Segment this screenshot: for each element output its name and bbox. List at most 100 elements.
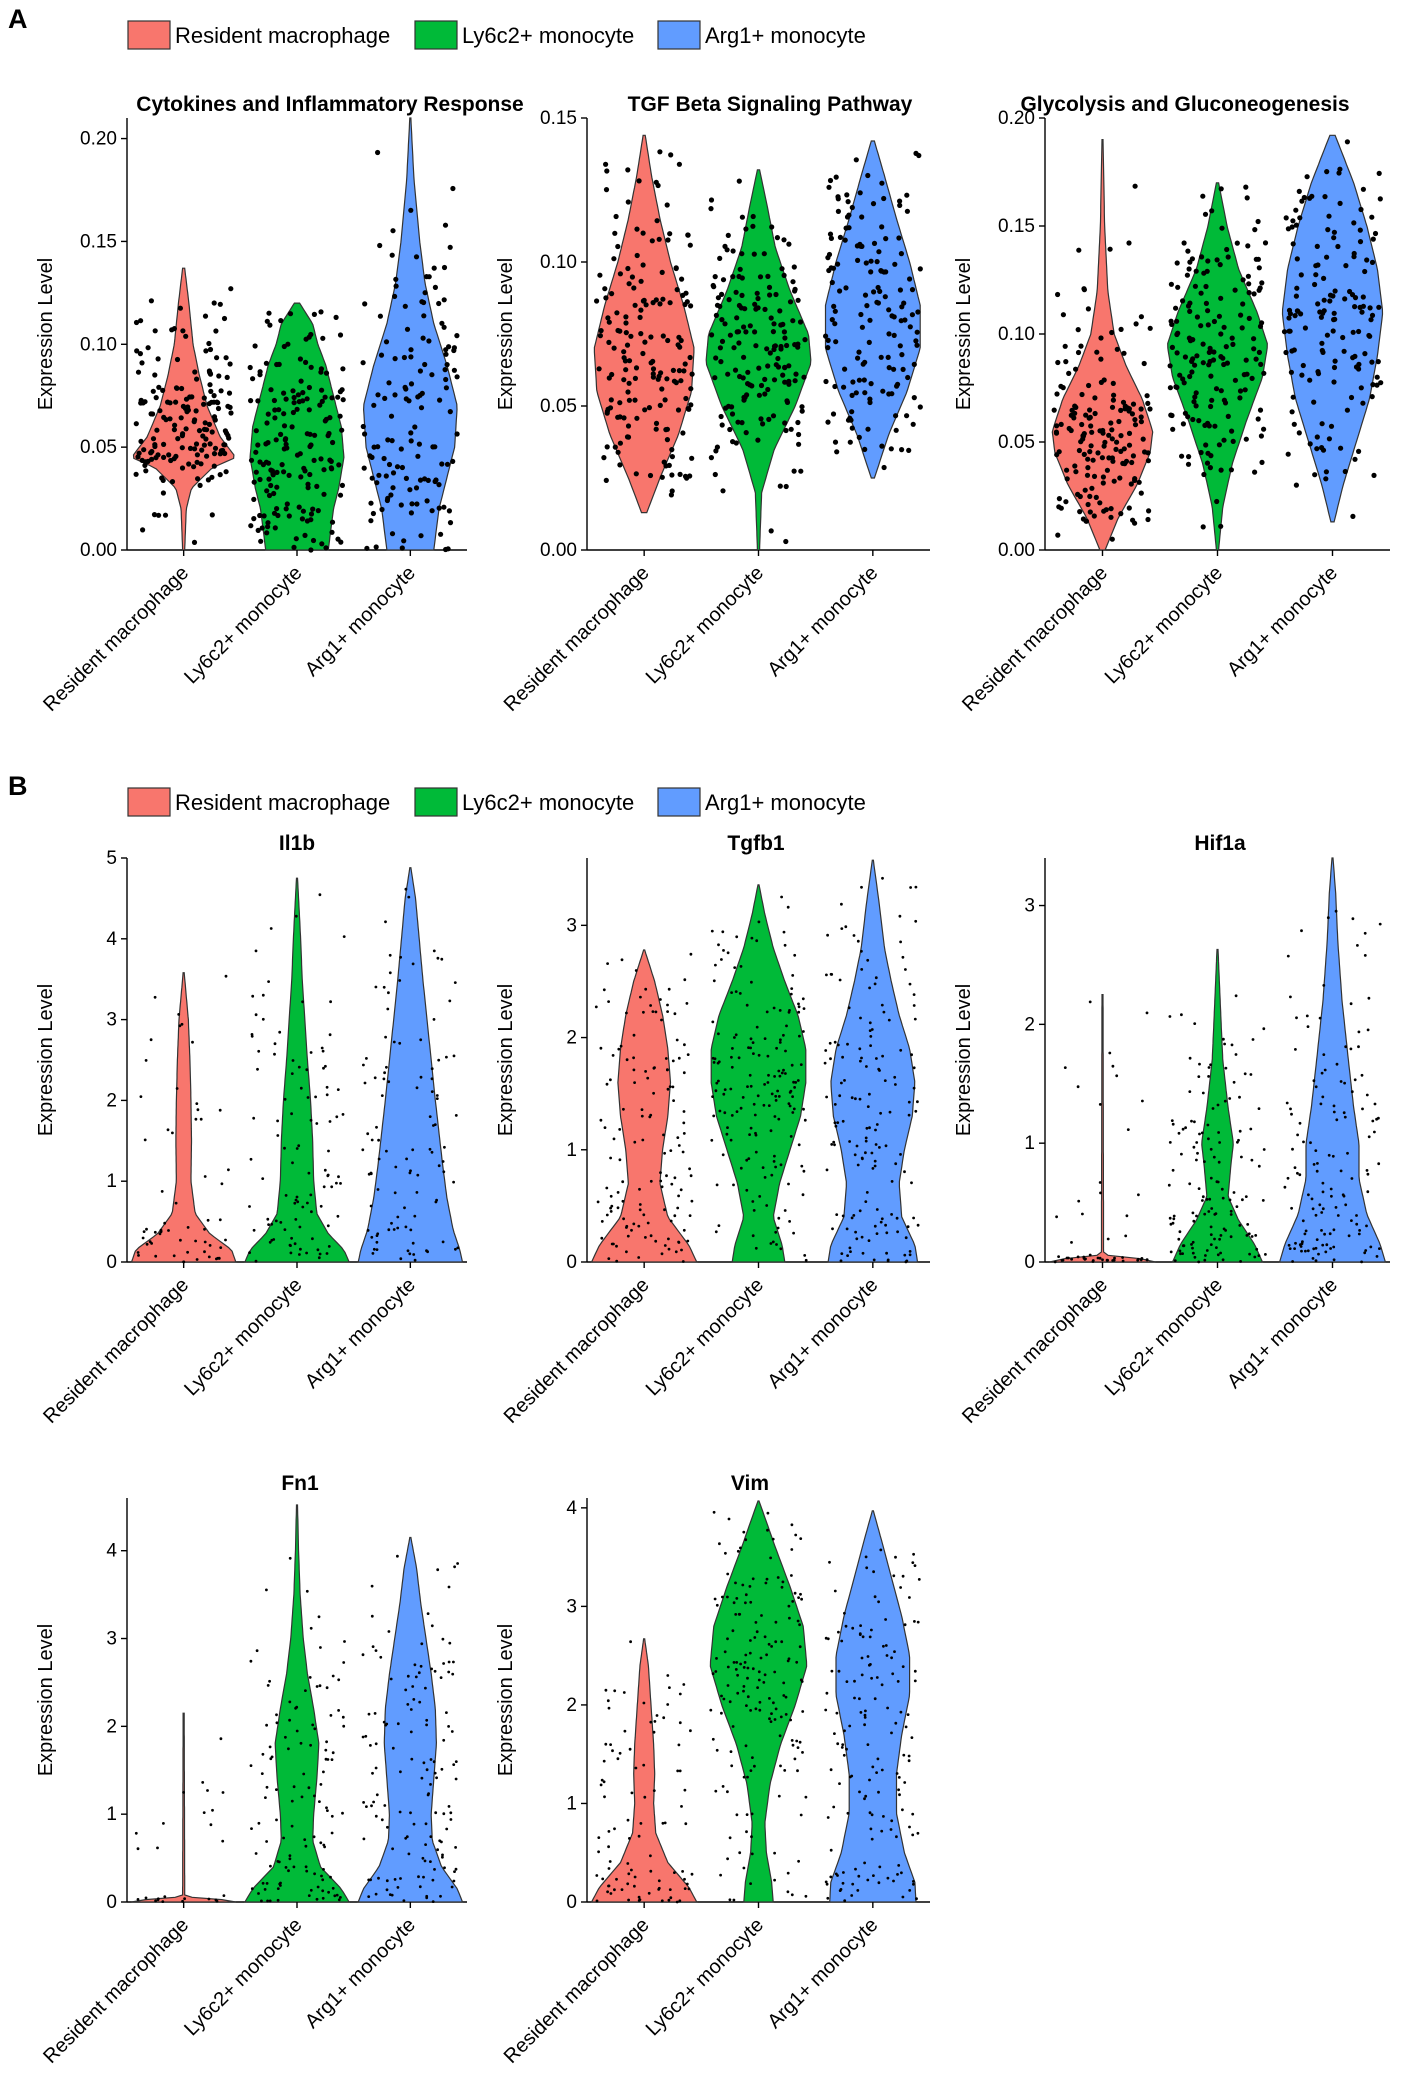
data-point bbox=[1075, 491, 1081, 497]
data-point bbox=[1321, 1181, 1325, 1185]
data-point bbox=[367, 1895, 371, 1898]
data-point bbox=[1210, 1207, 1214, 1210]
chart-title: Hif1a bbox=[1194, 832, 1246, 855]
data-point bbox=[1203, 283, 1209, 290]
data-point bbox=[720, 1711, 723, 1715]
data-point bbox=[1085, 501, 1091, 508]
data-point bbox=[789, 1718, 792, 1722]
data-point bbox=[1145, 458, 1151, 464]
data-point bbox=[450, 1885, 454, 1889]
data-point bbox=[163, 417, 169, 423]
data-point bbox=[336, 1088, 340, 1091]
data-point bbox=[1328, 1232, 1332, 1236]
data-point bbox=[1220, 1187, 1224, 1191]
data-point bbox=[637, 1834, 641, 1838]
data-point bbox=[667, 300, 673, 306]
data-point bbox=[303, 336, 309, 342]
data-point bbox=[838, 1782, 841, 1785]
data-point bbox=[646, 1221, 650, 1225]
data-point bbox=[206, 421, 212, 427]
data-point bbox=[612, 444, 618, 450]
data-point bbox=[1083, 412, 1089, 418]
data-point bbox=[1261, 370, 1267, 376]
data-point bbox=[385, 1888, 389, 1892]
data-point bbox=[852, 1214, 856, 1217]
data-point bbox=[1056, 496, 1062, 502]
data-point bbox=[1302, 325, 1308, 331]
data-point bbox=[379, 1655, 383, 1659]
x-tick-label: Ly6c2+ monocyte bbox=[180, 1914, 306, 2040]
x-tick-label: Arg1+ monocyte bbox=[763, 1914, 882, 2033]
data-point bbox=[263, 360, 269, 366]
data-point bbox=[774, 235, 781, 241]
data-point bbox=[718, 1109, 722, 1113]
data-point bbox=[1324, 169, 1330, 175]
data-point bbox=[433, 1669, 437, 1673]
data-point bbox=[288, 1700, 292, 1704]
data-point bbox=[858, 1209, 862, 1213]
data-point bbox=[901, 1895, 905, 1899]
data-point bbox=[451, 1672, 455, 1676]
data-point bbox=[777, 1069, 781, 1073]
violin-ly6c2-monocyte bbox=[249, 302, 345, 551]
data-point bbox=[1373, 1102, 1377, 1106]
data-point bbox=[853, 1153, 857, 1157]
data-point bbox=[605, 1082, 609, 1086]
data-point bbox=[1228, 467, 1234, 473]
data-point bbox=[728, 1836, 732, 1840]
data-point bbox=[642, 339, 648, 345]
data-point bbox=[799, 408, 805, 414]
data-point bbox=[1243, 436, 1249, 442]
data-point bbox=[603, 161, 609, 167]
data-point bbox=[1089, 429, 1095, 435]
data-point bbox=[1137, 1193, 1140, 1197]
data-point bbox=[321, 491, 327, 497]
data-point bbox=[612, 1137, 616, 1141]
data-point bbox=[1321, 1243, 1325, 1247]
data-point bbox=[1312, 1079, 1316, 1083]
data-point bbox=[421, 299, 427, 306]
data-point bbox=[1207, 465, 1213, 471]
data-point bbox=[1098, 356, 1104, 362]
data-point bbox=[421, 313, 427, 319]
data-point bbox=[250, 1034, 254, 1038]
data-point bbox=[339, 1896, 342, 1899]
data-point bbox=[778, 343, 784, 350]
data-point bbox=[327, 1245, 331, 1248]
data-point bbox=[1223, 1099, 1227, 1103]
data-point bbox=[443, 351, 449, 357]
data-point bbox=[795, 419, 801, 426]
data-point bbox=[896, 1680, 900, 1683]
data-point bbox=[374, 1766, 378, 1770]
data-point bbox=[1075, 349, 1082, 356]
data-point bbox=[1060, 312, 1066, 318]
data-point bbox=[669, 447, 675, 453]
data-point bbox=[1245, 273, 1251, 279]
data-point bbox=[859, 214, 865, 220]
data-point bbox=[1204, 1254, 1207, 1257]
data-point bbox=[683, 1043, 686, 1047]
data-point bbox=[278, 1030, 282, 1034]
data-point bbox=[1208, 1197, 1212, 1201]
data-point bbox=[291, 400, 297, 406]
data-point bbox=[868, 1021, 872, 1025]
data-point bbox=[1180, 1152, 1183, 1156]
data-point bbox=[787, 1102, 791, 1105]
data-point bbox=[337, 1175, 340, 1179]
data-point bbox=[866, 1655, 870, 1658]
data-point bbox=[1088, 1000, 1092, 1004]
data-point bbox=[317, 402, 323, 408]
data-point bbox=[711, 1672, 715, 1676]
data-point bbox=[755, 295, 761, 302]
data-point bbox=[782, 930, 786, 934]
data-point bbox=[296, 504, 302, 510]
data-point bbox=[1082, 1255, 1086, 1259]
data-point bbox=[297, 1065, 301, 1069]
data-point bbox=[211, 393, 217, 399]
data-point bbox=[849, 425, 855, 431]
data-point bbox=[721, 1595, 724, 1599]
data-point bbox=[844, 1624, 848, 1628]
data-point bbox=[171, 326, 177, 332]
data-point bbox=[677, 1194, 680, 1198]
data-point bbox=[1300, 929, 1303, 933]
